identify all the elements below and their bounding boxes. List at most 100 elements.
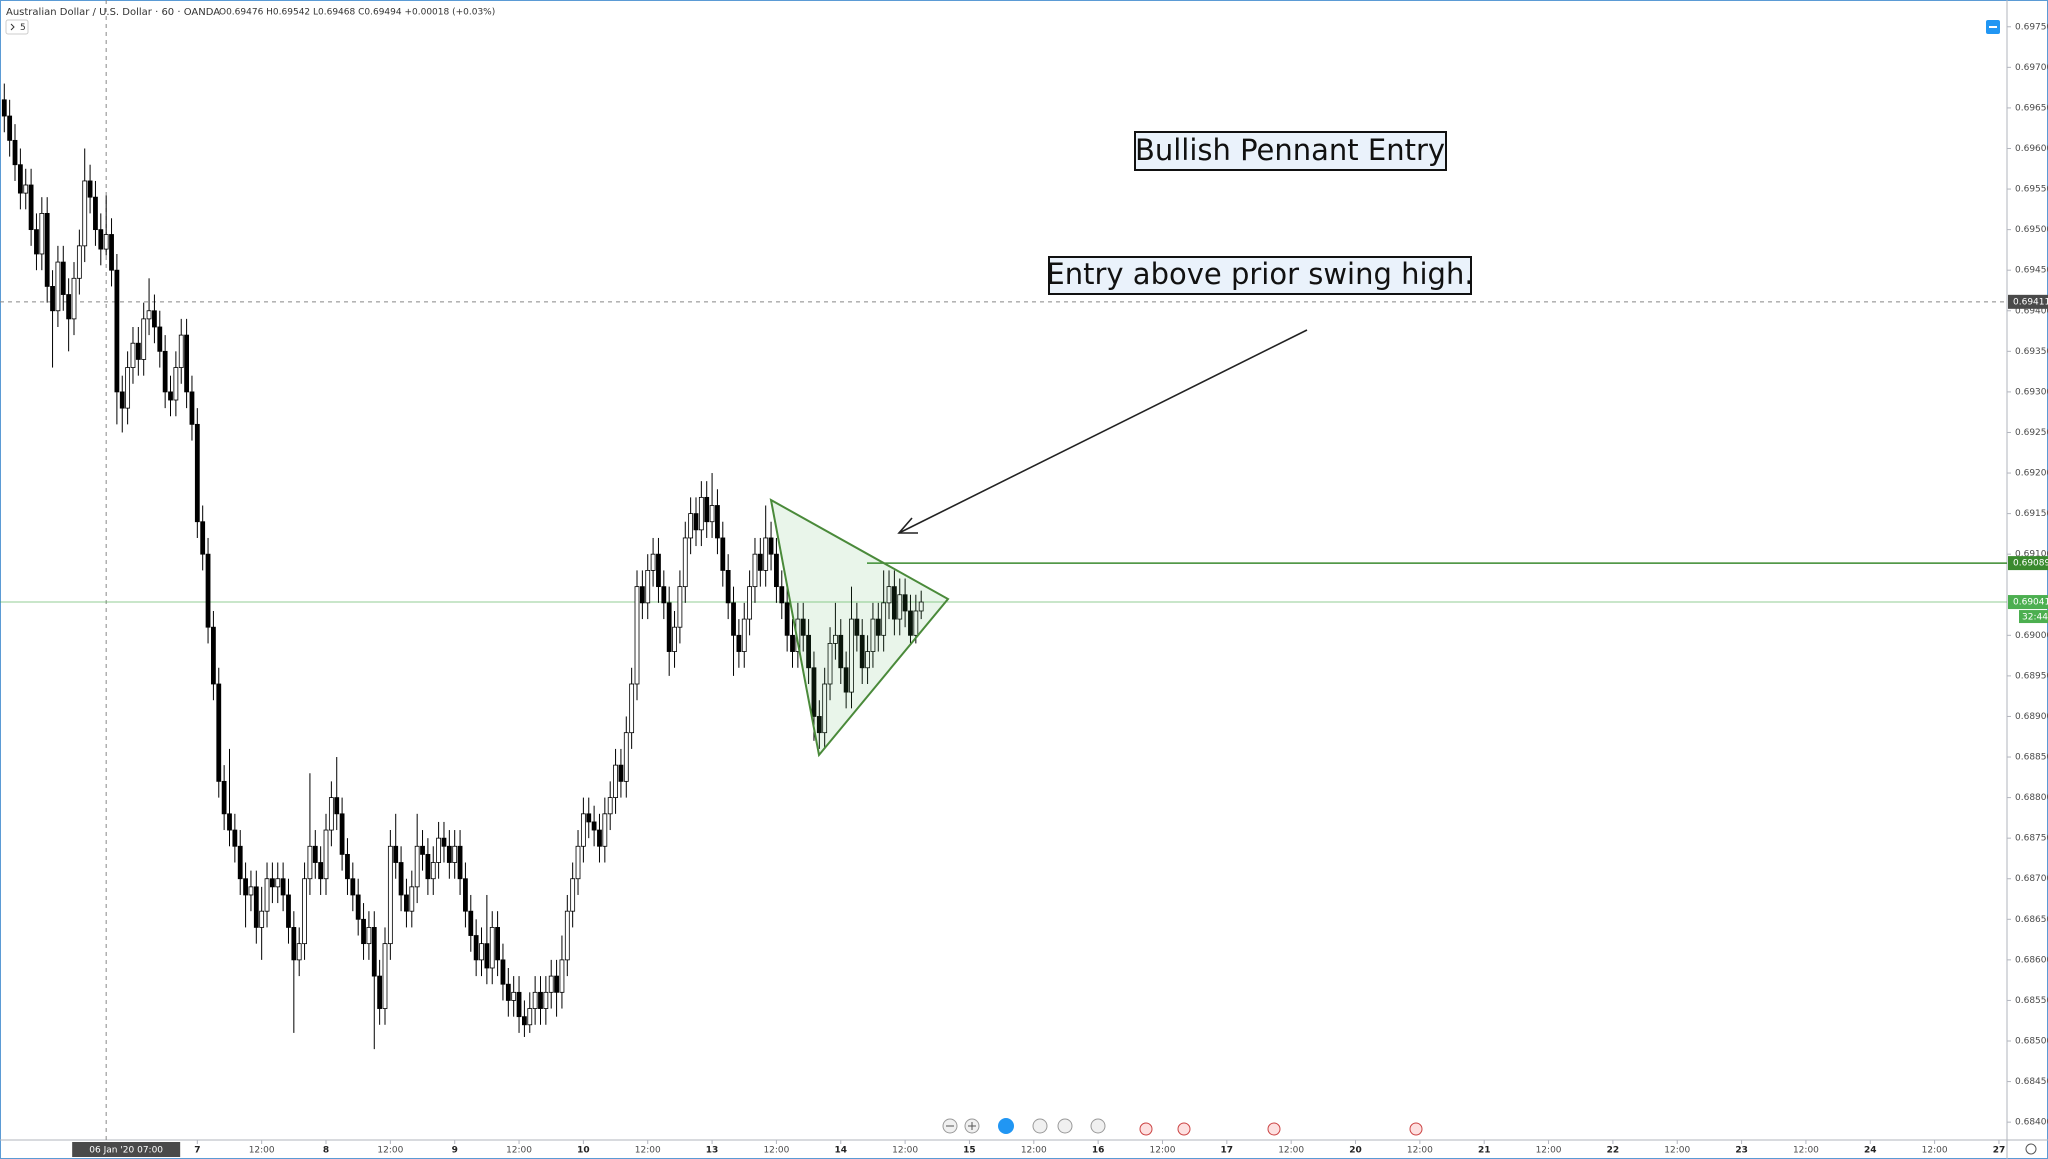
x-tick-label: 23: [1735, 1146, 1748, 1156]
x-tick-label: 17: [1221, 1146, 1234, 1156]
candle-body: [709, 505, 715, 523]
scroll-right[interactable]: [1057, 1118, 1073, 1134]
candle-body: [484, 943, 490, 969]
candle-body: [833, 634, 838, 644]
ohlc-legend: O0.69476 H0.69542 L0.69468 C0.69494 +0.0…: [219, 8, 495, 18]
candle-body: [334, 797, 340, 815]
candle-body: [323, 829, 329, 880]
candle-body: [870, 618, 876, 652]
candle-body: [897, 594, 903, 620]
scroll-left[interactable]: [1032, 1118, 1048, 1134]
candle-body: [623, 732, 629, 782]
candle-body: [779, 586, 785, 604]
candle-body: [854, 618, 860, 636]
auto-scale[interactable]: [998, 1118, 1014, 1134]
candle-body: [425, 853, 431, 880]
candle-body: [602, 813, 608, 847]
candle-body: [473, 935, 479, 961]
candle-body: [838, 634, 844, 669]
candle-body: [243, 878, 248, 896]
candle-body: [564, 910, 570, 961]
candle-body: [918, 601, 924, 612]
countdown: 32:44: [2022, 613, 2048, 623]
candle-body: [141, 318, 147, 360]
candle-body: [275, 878, 281, 888]
candle-body: [543, 991, 549, 1009]
candle-body: [886, 586, 892, 604]
candle-body: [227, 813, 232, 831]
candle-body: [559, 959, 565, 993]
pennant-triangle: [769, 498, 950, 758]
x-tick-label: 12:00: [1922, 1146, 1948, 1156]
candle-body: [741, 618, 747, 652]
candle-body: [468, 910, 474, 936]
candle-body: [404, 894, 409, 912]
candle-body: [371, 927, 377, 977]
event-flag[interactable]: [1409, 1122, 1423, 1136]
event-flag[interactable]: [1267, 1122, 1281, 1136]
candle-body: [715, 505, 720, 539]
reset[interactable]: [1090, 1118, 1106, 1134]
candle-body: [34, 229, 39, 255]
candle-body: [291, 927, 297, 961]
candle-body: [554, 975, 559, 993]
x-tick-label: 14: [834, 1146, 847, 1156]
candle-body: [704, 496, 710, 523]
x-tick-label: 12:00: [635, 1146, 661, 1156]
event-flag[interactable]: [1139, 1122, 1153, 1136]
x-tick-label: 8: [323, 1146, 329, 1156]
candle-body: [248, 886, 254, 896]
x-tick-label: 27: [1993, 1146, 2006, 1156]
candle-body: [302, 878, 307, 945]
candle-body: [881, 602, 887, 636]
indicator-toggle[interactable]: [5, 19, 29, 35]
candle-body: [232, 829, 238, 847]
x-tick-label: 24: [1864, 1146, 1877, 1156]
candle-body: [409, 886, 415, 912]
x-tick-label: 21: [1478, 1146, 1491, 1156]
x-tick-label: 22: [1607, 1146, 1620, 1156]
candle-body: [570, 878, 576, 912]
annotation-box: [1134, 131, 1447, 171]
x-tick-label: 13: [706, 1146, 719, 1156]
candle-body: [71, 277, 77, 320]
annotation-text: Bullish Pennant Entry: [1135, 133, 1445, 167]
candle-body: [200, 521, 206, 555]
candle-body: [307, 845, 313, 880]
candle-body: [221, 780, 227, 815]
candle-body: [752, 553, 758, 588]
candle-body: [103, 234, 109, 250]
candle-body: [790, 634, 795, 652]
x-tick-label: 12:00: [892, 1146, 918, 1156]
candle-body: [859, 634, 865, 669]
candle-body: [205, 553, 211, 628]
candle-body: [259, 910, 265, 928]
candle-body: [731, 602, 736, 636]
candle-body: [736, 634, 742, 652]
candle-body: [312, 845, 318, 863]
candle-body: [420, 845, 425, 855]
candle-body: [747, 586, 753, 620]
candle-body: [216, 683, 222, 782]
candle-body: [527, 1008, 533, 1026]
axis-settings[interactable]: [2025, 1143, 2037, 1155]
candle-body: [629, 683, 635, 734]
event-flag[interactable]: [1177, 1122, 1191, 1136]
candle-body: [168, 391, 173, 401]
candle-body: [82, 180, 88, 247]
candle-body: [66, 294, 72, 320]
candle-body: [350, 878, 356, 896]
candle-body: [93, 196, 98, 231]
candle-body: [784, 602, 790, 636]
